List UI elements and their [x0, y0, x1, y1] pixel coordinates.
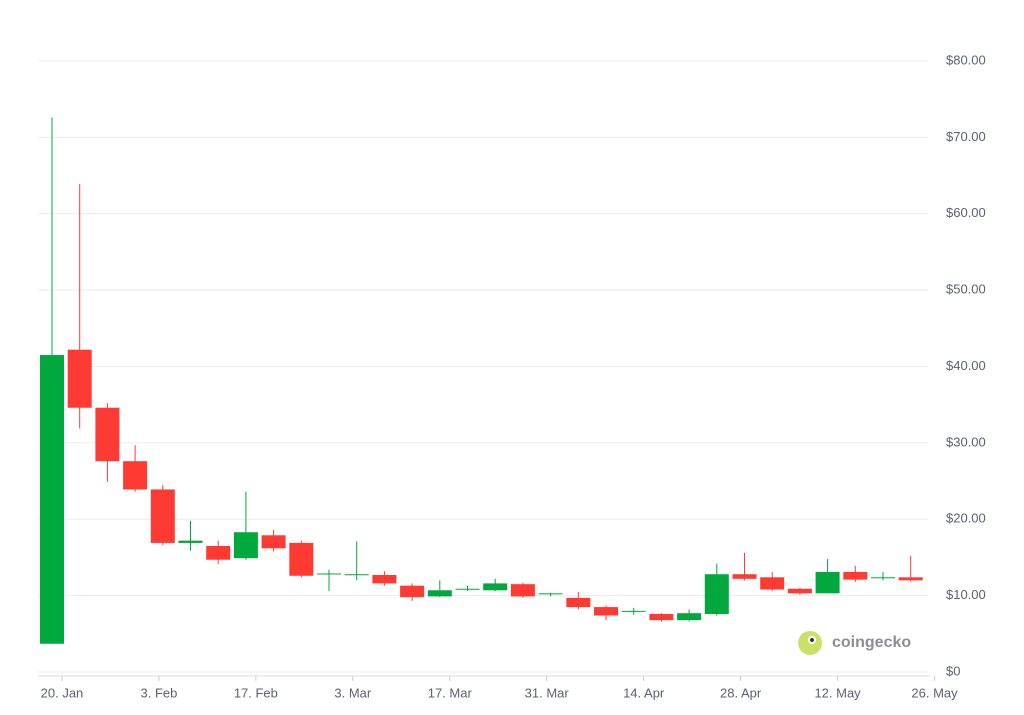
candle-body	[483, 583, 508, 591]
candle-body	[40, 355, 64, 644]
x-tick-label: 12. May	[814, 685, 861, 700]
candle-body	[704, 574, 729, 614]
x-tick-label: 26. May	[911, 685, 958, 700]
candle-body	[123, 461, 148, 490]
candle-body	[400, 585, 425, 598]
x-tick-label: 20. Jan	[41, 685, 84, 700]
candle-body	[787, 588, 812, 594]
x-tick-label: 17. Feb	[234, 685, 278, 700]
candle-body	[815, 571, 840, 594]
candle-body	[594, 607, 618, 616]
watermark-logo	[798, 631, 822, 655]
candle-body	[649, 613, 674, 621]
candle-body	[317, 573, 341, 575]
candle-body	[871, 577, 895, 579]
candle-body	[566, 597, 591, 608]
watermark: coingecko	[832, 634, 911, 651]
candle-body	[898, 577, 923, 581]
y-tick-label: $0	[946, 663, 960, 678]
candle-body	[178, 540, 203, 543]
x-tick-label: 31. Mar	[525, 685, 570, 700]
x-tick-label: 14. Apr	[623, 685, 665, 700]
candle-body	[95, 407, 120, 462]
candle-body	[372, 575, 397, 584]
candle-body	[427, 590, 452, 597]
candle-body	[732, 574, 757, 579]
candle-body	[150, 489, 175, 543]
x-tick-label: 3. Feb	[140, 685, 177, 700]
candle-body	[677, 613, 702, 621]
candle-body	[67, 349, 92, 408]
candle-body	[233, 532, 258, 559]
y-tick-label: $80.00	[946, 52, 986, 67]
candle-body	[261, 535, 286, 549]
y-tick-label: $20.00	[946, 511, 986, 526]
candle-body	[621, 610, 646, 612]
candle-body	[760, 577, 785, 590]
y-tick-label: $40.00	[946, 358, 986, 373]
candle-body	[289, 542, 314, 576]
candle-body	[510, 584, 535, 597]
candle-body	[538, 593, 563, 595]
x-tick-label: 28. Apr	[720, 685, 762, 700]
y-tick-label: $10.00	[946, 587, 986, 602]
y-tick-label: $50.00	[946, 282, 986, 297]
y-tick-label: $30.00	[946, 434, 986, 449]
y-tick-label: $60.00	[946, 205, 986, 220]
candle-body	[206, 545, 231, 560]
x-tick-label: 17. Mar	[428, 685, 473, 700]
y-tick-label: $70.00	[946, 129, 986, 144]
x-tick-label: 3. Mar	[334, 685, 372, 700]
candle-body	[843, 571, 868, 580]
candle-body	[455, 588, 480, 590]
candle-body	[344, 574, 369, 576]
